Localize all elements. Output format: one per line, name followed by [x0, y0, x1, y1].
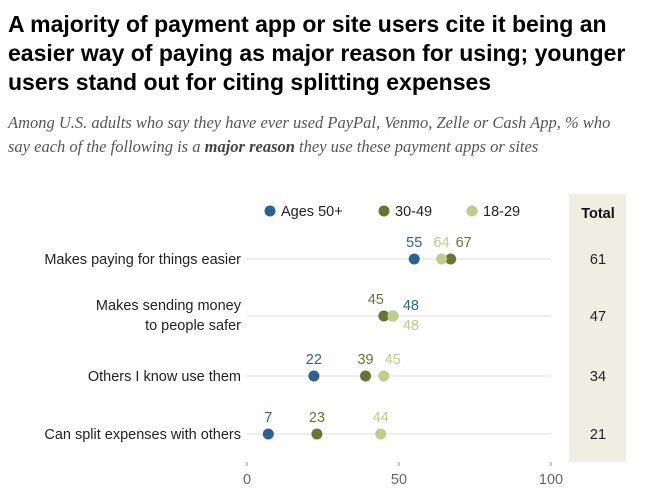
total-value: 61 [590, 252, 606, 268]
category-label: Makes sending money [96, 298, 242, 314]
legend-marker [264, 205, 276, 217]
data-point [311, 428, 323, 440]
data-label: 48 [403, 318, 419, 334]
data-label: 45 [368, 292, 384, 308]
legend-marker [466, 205, 478, 217]
data-label: 23 [309, 410, 325, 426]
data-point [262, 428, 274, 440]
data-label: 7 [264, 410, 272, 426]
legend-label: 30-49 [395, 204, 432, 220]
data-point [445, 253, 457, 265]
legend-marker [378, 205, 390, 217]
chart-title: A majority of payment app or site users … [8, 11, 626, 95]
category-label: Makes paying for things easier [44, 252, 241, 268]
total-column-bg [569, 194, 626, 462]
data-point [378, 310, 390, 322]
data-point [408, 253, 420, 265]
data-label: 48 [403, 298, 419, 314]
legend-label: Ages 50+ [281, 204, 343, 220]
data-label: 64 [433, 235, 449, 251]
data-label: 22 [306, 352, 322, 368]
data-label: 45 [385, 352, 401, 368]
data-label: 39 [357, 352, 373, 368]
data-point [308, 370, 320, 382]
total-value: 47 [590, 309, 606, 325]
x-tick-label: 100 [539, 472, 563, 488]
chart-subtitle: Among U.S. adults who say they have ever… [8, 113, 611, 156]
subtitle-emphasis: major reason [204, 137, 295, 156]
legend-label: 18-29 [483, 204, 520, 220]
total-value: 21 [590, 427, 606, 443]
data-label: 44 [373, 410, 389, 426]
total-value: 34 [590, 369, 606, 385]
total-header: Total [581, 206, 615, 222]
category-label: to people safer [145, 318, 241, 334]
data-label: 55 [406, 235, 422, 251]
data-label: 67 [456, 235, 472, 251]
data-point [375, 428, 387, 440]
category-label: Others I know use them [88, 369, 241, 385]
category-label: Can split expenses with others [44, 427, 241, 443]
data-point [436, 253, 448, 265]
data-point [387, 310, 399, 322]
data-point [360, 370, 372, 382]
x-tick-label: 0 [243, 472, 251, 488]
data-point [378, 370, 390, 382]
x-tick-label: 50 [391, 472, 407, 488]
